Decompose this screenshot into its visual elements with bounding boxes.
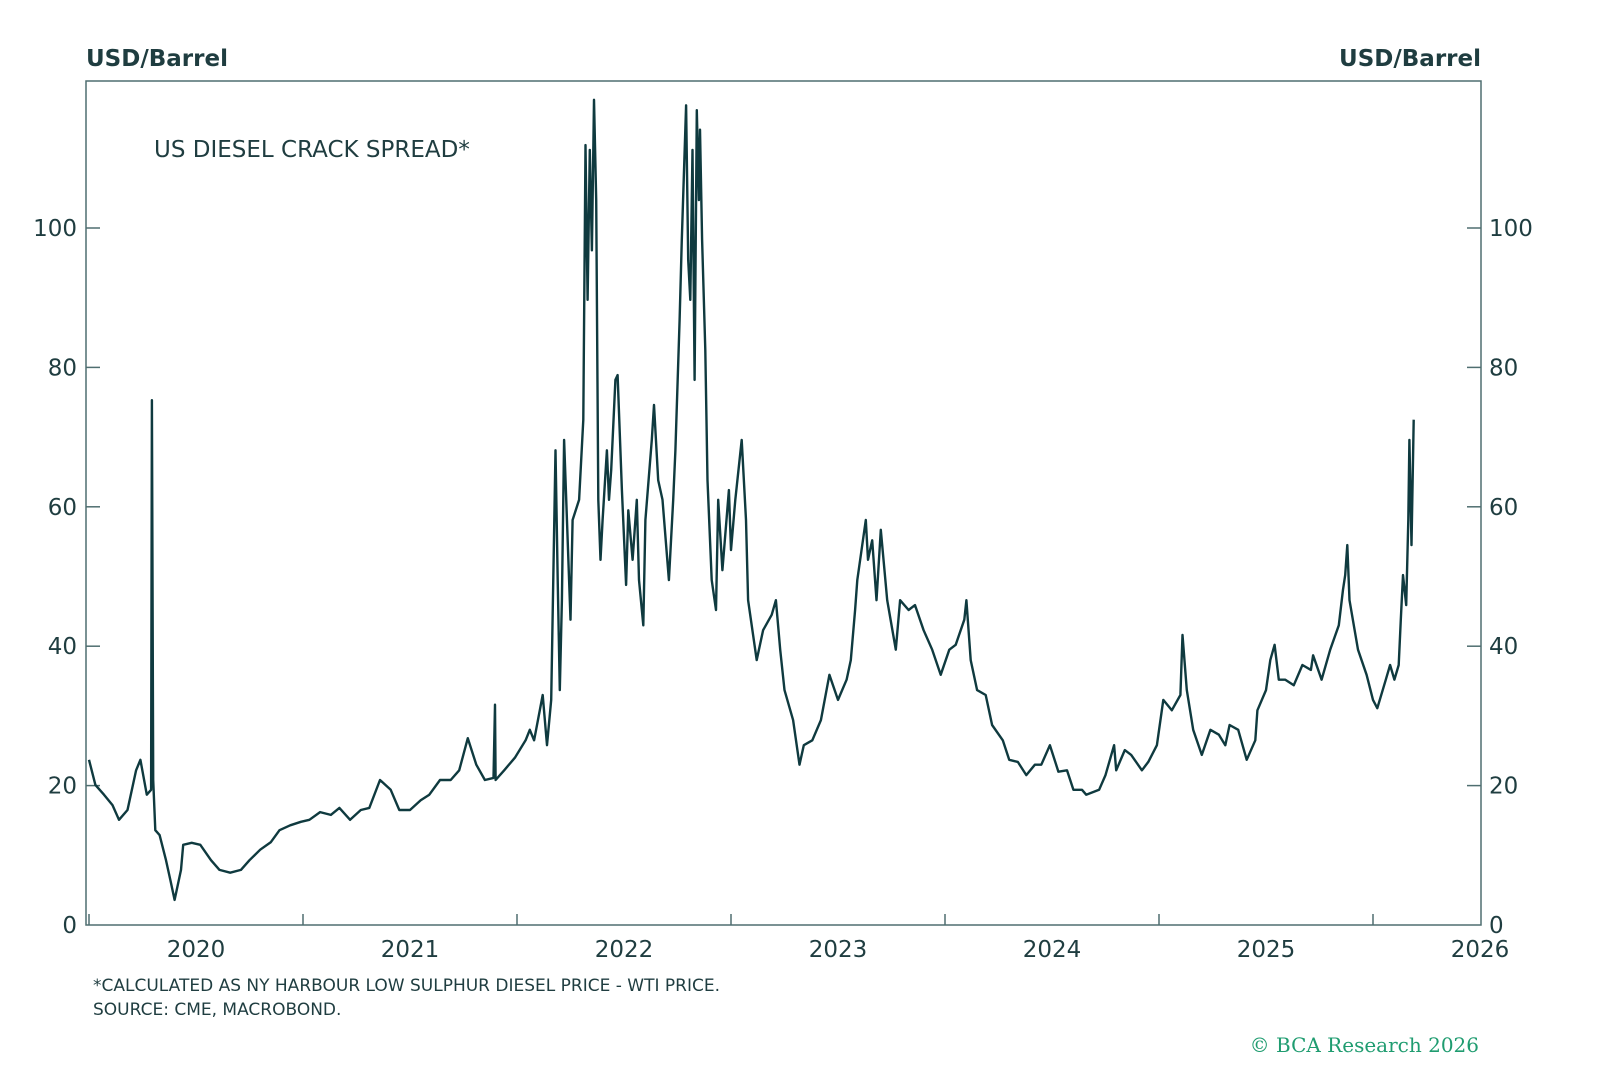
footnote-source: SOURCE: CME, MACROBOND.	[93, 1000, 341, 1020]
y-axis-label-right: USD/Barrel	[1339, 46, 1481, 72]
footnote-calculation: *CALCULATED AS NY HARBOUR LOW SULPHUR DI…	[93, 976, 720, 996]
y-tick-label-left: 60	[48, 495, 77, 521]
y-tick-label-left: 20	[48, 774, 77, 800]
y-tick-label-right: 0	[1489, 913, 1504, 939]
y-axis-label-left: USD/Barrel	[86, 46, 228, 72]
y-tick-label-left: 100	[33, 216, 77, 242]
x-tick-label: 2020	[167, 937, 226, 963]
y-tick-label-right: 20	[1489, 774, 1518, 800]
y-tick-label-right: 60	[1489, 495, 1518, 521]
x-tick-label: 2026	[1451, 937, 1510, 963]
y-tick-label-right: 100	[1489, 216, 1533, 242]
y-tick-label-left: 80	[48, 355, 77, 381]
series-line-diesel-crack-spread	[87, 98, 1415, 902]
x-tick-label: 2023	[809, 937, 868, 963]
x-tick-label: 2024	[1023, 937, 1082, 963]
plot-area-frame	[85, 80, 1482, 926]
x-tick-label: 2022	[595, 937, 654, 963]
y-tick-label-left: 0	[62, 913, 77, 939]
x-tick-label: 2025	[1237, 937, 1296, 963]
y-tick-label-right: 80	[1489, 355, 1518, 381]
copyright-logo: © BCA Research 2026	[1250, 1033, 1479, 1057]
chart-title: US DIESEL CRACK SPREAD*	[154, 137, 470, 163]
y-tick-label-left: 40	[48, 634, 77, 660]
y-tick-label-right: 40	[1489, 634, 1518, 660]
x-tick-label: 2021	[381, 937, 440, 963]
